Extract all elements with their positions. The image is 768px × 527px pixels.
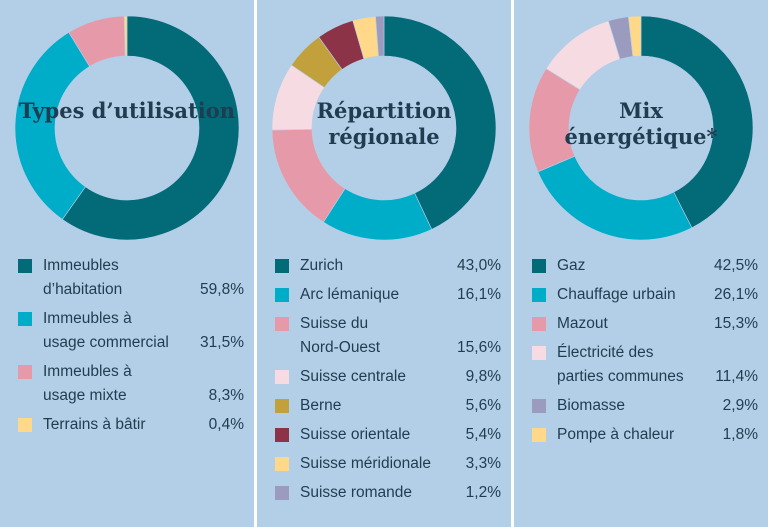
legend-label: Suisse du Nord-Ouest	[300, 315, 381, 356]
legend-value: 42,5%	[714, 257, 758, 274]
legend-swatch	[275, 428, 289, 442]
legend-label: Berne	[300, 397, 342, 414]
donut-slice-terrains-a-batir	[123, 15, 128, 57]
legend-value: 15,3%	[714, 315, 758, 332]
legend-label: Arc lémanique	[300, 286, 400, 303]
legend-swatch	[532, 259, 546, 273]
legend-label: Suisse centrale	[300, 368, 406, 385]
chart-panel-energy: Mix énergétique* Gaz 42,5% Chauffage urbai…	[514, 0, 768, 527]
legend-label: Immeubles d’habitation	[43, 257, 123, 298]
legend-label: Gaz	[557, 257, 586, 274]
chart-title-regional: Répartition régionale	[316, 98, 452, 149]
legend-item-suisse-du-nord-ouest: Suisse du Nord-Ouest 15,6%	[275, 312, 501, 360]
legend-label: Électricité des parties communes	[557, 344, 684, 385]
legend-swatch	[532, 399, 546, 413]
legend-label: Immeubles à usage commercial	[43, 310, 169, 351]
legend-value: 2,9%	[722, 397, 758, 414]
legend-swatch	[532, 317, 546, 331]
legend-item-suisse-orientale: Suisse orientale 5,4%	[275, 423, 501, 447]
legend-swatch	[275, 457, 289, 471]
legend-swatch	[275, 486, 289, 500]
legend-value: 43,0%	[457, 257, 501, 274]
chart-panel-regional: Répartition régionale Zurich 43,0% Arc lém…	[257, 0, 511, 527]
legend-swatch	[275, 370, 289, 384]
legend-item-immeubles-a-usage-mixte: Immeubles à usage mixte 8,3%	[18, 360, 244, 408]
legend-label: Terrains à bâtir	[43, 416, 146, 433]
donut-slice-chauffage-urbain	[537, 155, 693, 241]
legend-item-suisse-romande: Suisse romande 1,2%	[275, 481, 501, 505]
legend-swatch	[18, 259, 32, 273]
legend-item-suisse-centrale: Suisse centrale 9,8%	[275, 365, 501, 389]
legend-label: Immeubles à usage mixte	[43, 363, 132, 404]
legend-label: Suisse orientale	[300, 426, 411, 443]
legend-item-zurich: Zurich 43,0%	[275, 254, 501, 278]
legend-item-chauffage-urbain: Chauffage urbain 26,1%	[532, 283, 758, 307]
legend-label: Chauffage urbain	[557, 286, 676, 303]
legend-swatch	[18, 418, 32, 432]
donut-slice-immeubles-a-usage-commercial	[14, 31, 90, 220]
legend-item-pompe-a-chaleur: Pompe à chaleur 1,8%	[532, 423, 758, 447]
donut-slice-gaz	[640, 15, 754, 229]
legend-value: 26,1%	[714, 286, 758, 303]
legend-value: 11,4%	[715, 368, 758, 385]
legend-value: 0,4%	[208, 416, 244, 433]
legend-swatch	[18, 312, 32, 326]
legend-value: 8,3%	[208, 387, 244, 404]
donut-chart-types	[14, 15, 240, 241]
donut-slice-pompe-a-chaleur	[628, 15, 642, 57]
chart-panel-types: Types d’utilisation Immeubles d’habitati…	[0, 0, 254, 527]
legend-value: 1,2%	[465, 484, 501, 501]
legend-label: Suisse romande	[300, 484, 413, 501]
legend-item-arc-lemanique: Arc lémanique 16,1%	[275, 283, 501, 307]
legend-types: Immeubles d’habitation 59,8% Immeubles à u…	[18, 254, 244, 442]
legend-label: Biomasse	[557, 397, 626, 414]
chart-title-energy: Mix énergétique*	[564, 98, 718, 149]
legend-value: 3,3%	[465, 455, 501, 472]
legend-value: 59,8%	[200, 281, 244, 298]
legend-label: Mazout	[557, 315, 608, 332]
legend-value: 16,1%	[457, 286, 501, 303]
chart-title-types: Types d’utilisation	[19, 98, 235, 123]
legend-item-berne: Berne 5,6%	[275, 394, 501, 418]
legend-value: 9,8%	[465, 368, 501, 385]
legend-item-immeubles-a-usage-commercial: Immeubles à usage commercial 31,5%	[18, 307, 244, 355]
legend-item-electricite-des-parties-communes: Électricité des parties communes 11,4%	[532, 341, 758, 389]
legend-label: Pompe à chaleur	[557, 426, 675, 443]
legend-swatch	[275, 317, 289, 331]
legend-item-biomasse: Biomasse 2,9%	[532, 394, 758, 418]
legend-value: 5,6%	[465, 397, 501, 414]
legend-item-mazout: Mazout 15,3%	[532, 312, 758, 336]
donut-chart-regional	[271, 15, 497, 241]
legend-swatch	[532, 288, 546, 302]
donut-slice-zurich	[383, 15, 497, 230]
legend-swatch	[532, 346, 546, 360]
legend-value: 1,8%	[722, 426, 758, 443]
legend-regional: Zurich 43,0% Arc lémanique 16,1% Suisse du N…	[275, 254, 501, 510]
legend-swatch	[18, 365, 32, 379]
donut-slice-immeubles-d-habitation	[61, 15, 240, 241]
donut-chart-energy	[528, 15, 754, 241]
legend-label: Zurich	[300, 257, 344, 274]
legend-value: 31,5%	[200, 334, 244, 351]
legend-value: 5,4%	[465, 426, 501, 443]
donut-slice-suisse-romande	[375, 15, 385, 57]
legend-swatch	[275, 259, 289, 273]
legend-value: 15,6%	[457, 339, 501, 356]
legend-label: Suisse méridionale	[300, 455, 431, 472]
legend-item-suisse-meridionale: Suisse méridionale 3,3%	[275, 452, 501, 476]
legend-item-immeubles-d-habitation: Immeubles d’habitation 59,8%	[18, 254, 244, 302]
legend-item-terrains-a-batir: Terrains à bâtir 0,4%	[18, 413, 244, 437]
legend-swatch	[275, 288, 289, 302]
legend-swatch	[532, 428, 546, 442]
legend-energy: Gaz 42,5% Chauffage urbain 26,1% Mazout 15,3%…	[532, 254, 758, 452]
legend-item-gaz: Gaz 42,5%	[532, 254, 758, 278]
legend-swatch	[275, 399, 289, 413]
